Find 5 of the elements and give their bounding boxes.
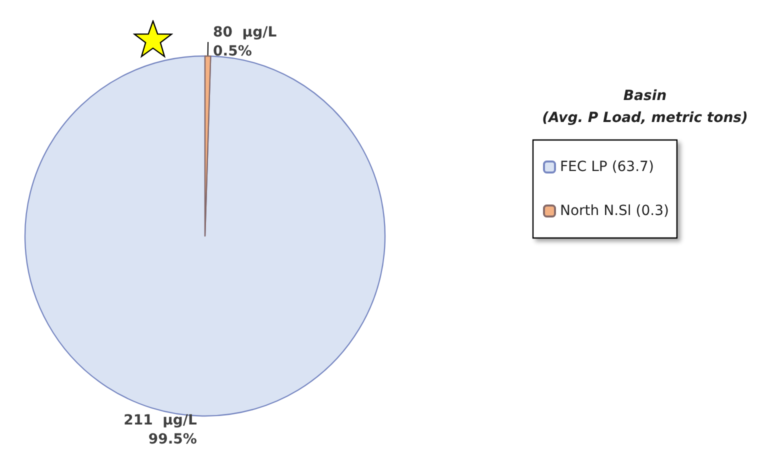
data-label: 80 µg/L 0.5% <box>213 24 277 60</box>
legend-title: Basin (Avg. P Load, metric tons) <box>542 88 748 126</box>
legend-label: FEC LP (63.7) <box>560 159 654 175</box>
legend-label: North N.Sl (0.3) <box>560 203 669 219</box>
data-label: 211 µg/L 99.5% <box>124 412 198 448</box>
